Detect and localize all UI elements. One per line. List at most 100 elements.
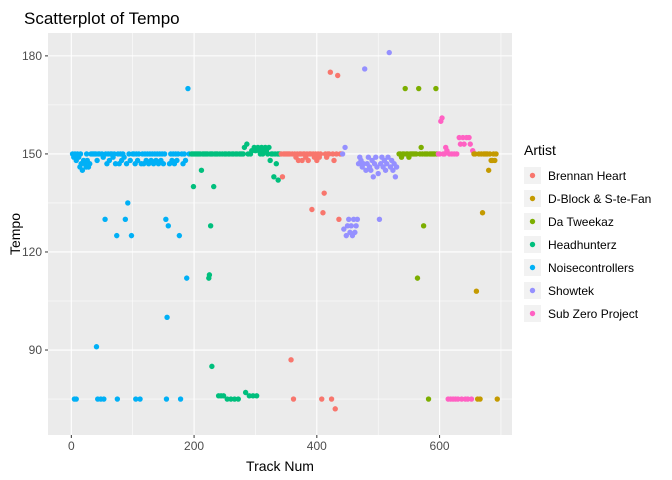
point-headhunterz	[271, 174, 277, 180]
point-d-block-s-te-fan	[479, 210, 486, 216]
point-showtek	[384, 161, 390, 167]
point-noisecontrollers	[137, 396, 143, 402]
point-brennan-heart	[331, 157, 337, 164]
point-noisecontrollers	[134, 157, 141, 164]
point-da-tweekaz	[414, 275, 421, 281]
point-showtek	[386, 49, 392, 56]
point-showtek	[353, 223, 359, 229]
point-headhunterz	[190, 183, 197, 190]
point-headhunterz	[275, 177, 281, 183]
point-noisecontrollers	[114, 232, 120, 239]
point-sub-zero-project	[439, 115, 445, 121]
point-brennan-heart	[334, 72, 341, 79]
point-showtek	[393, 164, 400, 170]
point-noisecontrollers	[127, 157, 133, 164]
point-brennan-heart	[327, 69, 334, 75]
point-noisecontrollers	[176, 232, 183, 239]
point-da-tweekaz	[402, 85, 408, 92]
point-noisecontrollers	[106, 157, 113, 164]
legend-swatch-sub-zero-project	[529, 310, 536, 317]
point-noisecontrollers	[93, 344, 100, 350]
legend-swatch-da-tweekaz	[529, 218, 536, 225]
point-showtek	[376, 216, 383, 222]
point-showtek	[354, 216, 361, 222]
point-brennan-heart	[288, 357, 294, 363]
point-noisecontrollers	[122, 216, 129, 222]
point-showtek	[361, 66, 368, 72]
legend-title: Artist	[524, 142, 556, 158]
x-axis-ticks: 0 200 400 600	[68, 435, 450, 453]
x-axis-title: Track Num	[246, 458, 314, 474]
point-showtek	[392, 174, 399, 180]
point-brennan-heart	[319, 396, 325, 402]
x-tick-label: 600	[430, 439, 450, 453]
point-noisecontrollers	[165, 223, 171, 229]
point-noisecontrollers	[128, 232, 135, 239]
point-d-block-s-te-fan	[473, 288, 480, 294]
point-d-block-s-te-fan	[494, 396, 500, 402]
legend: Artist Brennan Heart D-Block & S-te-Fan Da…	[524, 142, 651, 322]
point-noisecontrollers	[114, 396, 121, 402]
point-da-tweekaz	[425, 396, 432, 402]
point-noisecontrollers	[133, 396, 139, 402]
legend-swatch-headhunterz	[529, 241, 536, 248]
point-d-block-s-te-fan	[477, 396, 483, 402]
point-headhunterz	[242, 389, 249, 396]
point-brennan-heart	[317, 151, 324, 157]
data-points	[69, 49, 500, 412]
point-noisecontrollers	[102, 216, 108, 222]
point-noisecontrollers	[83, 151, 90, 157]
point-noisecontrollers	[185, 85, 191, 92]
point-da-tweekaz	[420, 223, 427, 229]
point-noisecontrollers	[164, 314, 170, 321]
point-brennan-heart	[332, 406, 338, 412]
point-noisecontrollers	[174, 157, 180, 164]
point-headhunterz	[198, 167, 205, 173]
point-showtek	[370, 174, 376, 180]
point-brennan-heart	[279, 174, 286, 180]
legend-label-showtek: Showtek	[548, 284, 595, 298]
point-sub-zero-project	[454, 151, 460, 157]
point-headhunterz	[206, 272, 213, 278]
point-showtek	[382, 167, 389, 173]
point-showtek	[368, 167, 374, 173]
point-noisecontrollers	[160, 161, 167, 167]
point-sub-zero-project	[466, 134, 472, 141]
point-brennan-heart	[336, 216, 342, 222]
point-brennan-heart	[305, 157, 311, 164]
point-noisecontrollers	[87, 161, 93, 167]
point-headhunterz	[240, 151, 246, 157]
point-d-block-s-te-fan	[485, 167, 492, 173]
point-noisecontrollers	[184, 275, 190, 281]
point-noisecontrollers	[73, 396, 79, 402]
legend-items: Brennan Heart D-Block & S-te-Fan Da Tweeka…	[524, 167, 651, 322]
point-da-tweekaz	[418, 144, 424, 151]
y-tick-label: 90	[29, 343, 43, 357]
point-sub-zero-project	[468, 396, 475, 402]
point-headhunterz	[235, 396, 241, 402]
point-d-block-s-te-fan	[493, 151, 499, 157]
plot-panel	[48, 33, 512, 435]
point-showtek	[352, 229, 358, 236]
point-headhunterz	[266, 144, 272, 151]
point-brennan-heart	[321, 190, 327, 196]
point-headhunterz	[209, 363, 215, 370]
point-headhunterz	[253, 393, 260, 399]
legend-label-noisecontrollers: Noisecontrollers	[548, 261, 634, 275]
x-tick-label: 400	[307, 439, 327, 453]
point-noisecontrollers	[123, 161, 130, 167]
point-headhunterz	[267, 157, 273, 164]
point-sub-zero-project	[461, 141, 467, 147]
point-showtek	[365, 154, 372, 160]
point-da-tweekaz	[433, 85, 439, 92]
legend-label-brennan-heart: Brennan Heart	[548, 169, 627, 183]
point-noisecontrollers	[181, 151, 187, 157]
point-showtek	[346, 216, 352, 222]
point-showtek	[373, 154, 379, 160]
y-axis-title: Tempo	[7, 213, 23, 255]
y-tick-label: 150	[22, 147, 42, 161]
point-headhunterz	[273, 161, 280, 167]
point-headhunterz	[220, 393, 227, 399]
legend-label-sub-zero-project: Sub Zero Project	[548, 307, 639, 321]
